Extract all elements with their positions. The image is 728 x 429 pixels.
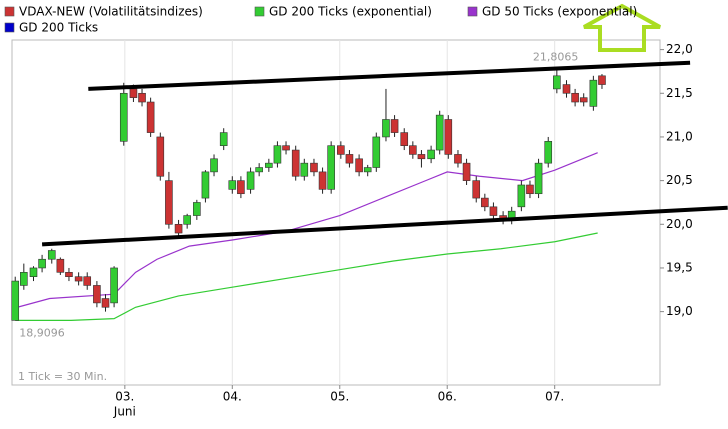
- legend-swatch: [4, 6, 15, 17]
- candle-body: [93, 285, 101, 304]
- candle-body: [300, 162, 309, 177]
- candle-body: [444, 119, 453, 155]
- candle-body: [146, 101, 155, 133]
- candle-body: [138, 92, 146, 103]
- candle-body: [237, 180, 245, 195]
- tick-note: 1 Tick = 30 Min.: [18, 370, 107, 383]
- y-tick-label: 21,5: [666, 86, 693, 100]
- candle-body: [526, 184, 534, 195]
- candle-body: [589, 79, 598, 107]
- candle-body: [355, 158, 363, 173]
- candle-body: [598, 75, 606, 85]
- x-tick-label: 05.: [330, 390, 349, 404]
- y-tick-label: 19,5: [666, 260, 693, 274]
- x-tick-label: 04.: [223, 390, 242, 404]
- candle-body: [310, 162, 318, 173]
- candle-body: [544, 141, 553, 164]
- trend-line: [88, 60, 691, 91]
- y-tick-label: 19,0: [666, 304, 693, 318]
- candle-body: [65, 272, 73, 277]
- candle-body: [454, 154, 462, 164]
- legend-label: GD 200 Ticks: [19, 21, 98, 35]
- x-tick-label: 06.: [438, 390, 457, 404]
- legend-swatch: [467, 6, 478, 17]
- y-tick-label: 22,0: [666, 42, 693, 56]
- candle-body: [562, 84, 571, 94]
- candle-body: [101, 298, 110, 308]
- candle-body: [363, 167, 372, 173]
- trend-line: [41, 205, 728, 247]
- candle-body: [74, 276, 83, 282]
- up-arrow-icon: [583, 3, 661, 52]
- candle-body: [228, 180, 237, 190]
- candle-body: [427, 149, 435, 160]
- candle-body: [489, 206, 498, 216]
- legend-swatch: [4, 22, 15, 33]
- candle-body: [193, 202, 201, 216]
- candle-body: [165, 180, 173, 225]
- candle-body: [345, 154, 354, 164]
- candle-body: [174, 223, 183, 234]
- candle-body: [571, 92, 579, 103]
- candle-body: [11, 280, 20, 321]
- candle-body: [417, 154, 426, 160]
- candle-body: [462, 162, 471, 181]
- candle-body: [156, 136, 165, 177]
- candle-body: [534, 162, 543, 195]
- candle-body: [29, 267, 38, 277]
- moving-average-line: [15, 232, 598, 321]
- y-tick-label: 20,5: [666, 173, 693, 187]
- candle-body: [219, 132, 228, 146]
- candle-body: [119, 92, 128, 142]
- month-label: Juni: [113, 405, 136, 419]
- candle-body: [20, 272, 28, 286]
- candle-body: [481, 197, 489, 208]
- candle-body: [282, 145, 290, 151]
- candle-body: [38, 258, 46, 269]
- moving-average-line: [17, 152, 598, 308]
- candle-body: [372, 136, 381, 168]
- y-tick-label: 21,0: [666, 129, 693, 143]
- candle-body: [409, 145, 417, 155]
- candle-body: [110, 267, 118, 304]
- candle-body: [246, 171, 255, 190]
- candle-body: [337, 145, 345, 155]
- candle-body: [517, 184, 526, 208]
- candle-body: [255, 167, 263, 173]
- candle-body: [382, 119, 390, 138]
- candle-body: [400, 132, 409, 146]
- candle-body: [291, 149, 300, 177]
- candle-body: [435, 114, 444, 151]
- candle-body: [265, 162, 273, 168]
- candle-body: [327, 145, 335, 190]
- candle-body: [83, 276, 92, 286]
- x-tick-label: 03.: [115, 390, 134, 404]
- candle-body: [201, 171, 210, 199]
- candle-body: [273, 145, 282, 164]
- legend-swatch: [254, 6, 265, 17]
- candle-body: [390, 119, 399, 133]
- candle-body: [553, 75, 561, 90]
- candle-body: [210, 158, 218, 173]
- candle-body: [318, 171, 327, 190]
- legend-label: GD 200 Ticks (exponential): [269, 5, 432, 19]
- candle-body: [56, 258, 65, 273]
- candle-body: [129, 88, 138, 98]
- candle-body: [183, 215, 191, 225]
- candle-body: [472, 180, 481, 199]
- candle-body: [47, 250, 56, 260]
- extreme-label: 21,8065: [533, 51, 579, 64]
- legend-label: VDAX-NEW (Volatilitätsindizes): [19, 5, 203, 19]
- candle-body: [579, 97, 588, 103]
- x-tick-label: 07.: [545, 390, 564, 404]
- legend-label: GD 50 Ticks (exponential): [482, 5, 637, 19]
- extreme-label: 18,9096: [19, 327, 64, 340]
- y-tick-label: 20,0: [666, 217, 693, 231]
